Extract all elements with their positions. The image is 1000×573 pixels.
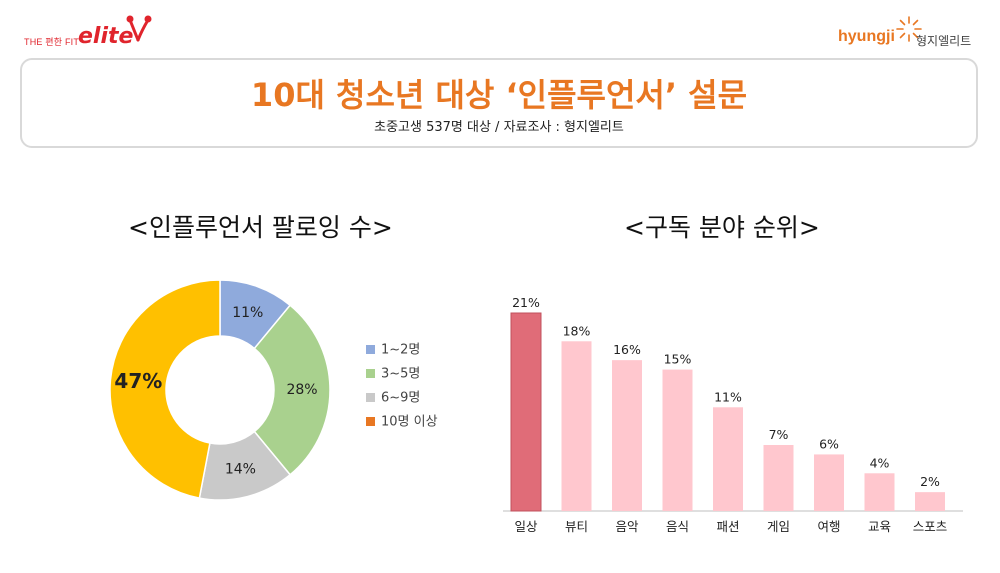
page-title: 10대 청소년 대상 ‘인플루언서’ 설문 [250,76,748,114]
bar-5 [713,407,743,511]
donut-slice-4 [109,279,221,499]
elite-logo-tagline: THE 편한 FIT [24,37,80,47]
bar-6 [763,445,794,511]
donut-slice-label: 11% [232,305,263,321]
title-box: 10대 청소년 대상 ‘인플루언서’ 설문 초중고생 537명 대상 / 자료조… [20,58,978,148]
bar-value-label: 18% [563,323,591,338]
donut-slice-label: 47% [114,369,162,393]
bar-value-label: 15% [664,352,692,367]
hyungji-logo: hyungji 형지엘리트 [838,14,978,48]
bar-category-label: 여행 [817,519,840,534]
donut-chart-title: <인플루언서 팔로잉 수> [128,213,393,242]
bar-category-label: 교육 [868,519,891,534]
bar-value-label: 6% [819,436,839,451]
legend-swatch [366,369,375,378]
donut-slice-label: 14% [225,461,256,477]
bar-category-label: 뷰티 [565,519,588,534]
donut-chart: 11% 28% 14% 47% 1~2명 3~5명 6~9명 10명 이상 [109,279,438,501]
legend-label: 1~2명 [381,343,420,358]
hyungji-logo-korean: 형지엘리트 [916,34,972,48]
legend-swatch [366,345,375,354]
bar-category-label: 게임 [767,519,790,534]
bar-4 [662,369,693,511]
bar-value-label: 4% [870,455,890,470]
bar-category-label: 음식 [666,519,689,534]
bar-value-label: 11% [714,389,742,404]
elite-logo-wordmark: elite [78,24,134,49]
bar-7 [814,454,844,511]
legend-label: 6~9명 [381,391,420,406]
bar-category-label: 패션 [716,519,739,534]
hyungji-logo-wordmark: hyungji [838,28,895,45]
bar-value-label: 16% [613,342,641,357]
bar-value-label: 21% [512,295,540,310]
bar-3 [612,360,642,511]
legend-swatch [366,417,375,426]
legend-swatch [366,393,375,402]
bar-value-label: 7% [769,427,789,442]
legend-label: 10명 이상 [381,415,438,430]
bar-8 [864,473,895,511]
page-subtitle: 초중고생 537명 대상 / 자료조사 : 형지엘리트 [374,120,624,135]
elite-logo-mark-icon [126,15,152,42]
donut-slice-label: 28% [286,382,317,398]
bar-chart: 21% 일상 18% 뷰티 16% 음악 15% 음식 11% 패션 7% 게임 6% 여행 4% 교육 2% 스… [503,295,963,534]
bar-category-label: 일상 [514,519,538,534]
bar-category-label: 음악 [615,519,639,534]
sunburst-icon [896,16,922,42]
bar-chart-title: <구독 분야 순위> [624,213,820,242]
bar-category-label: 스포츠 [913,519,948,534]
bar-value-label: 2% [920,474,940,489]
bar-1 [510,312,542,512]
legend-label: 3~5명 [381,367,420,382]
bar-9 [915,492,945,511]
donut-slice-2 [253,304,331,476]
bar-2 [561,341,592,511]
